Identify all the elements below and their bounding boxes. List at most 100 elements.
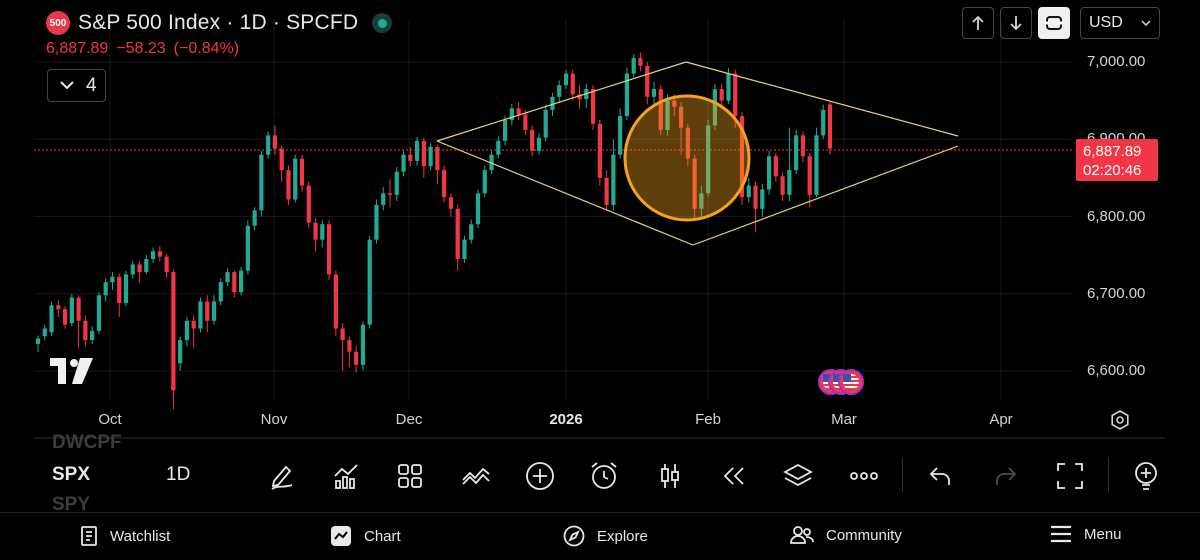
y-tick-label: 6,600.00: [1087, 362, 1146, 379]
indicators-count: 4: [86, 74, 97, 96]
candle: [96, 292, 102, 334]
candle: [536, 133, 542, 155]
candle: [184, 316, 190, 347]
candle-body: [245, 225, 250, 271]
arrow-up-icon: [972, 15, 984, 30]
nav-community[interactable]: Community: [790, 525, 902, 545]
symbol-logo[interactable]: 500: [46, 11, 70, 35]
candle: [794, 129, 799, 175]
candle-body: [313, 222, 318, 240]
candle-body: [381, 193, 386, 205]
candle-body: [56, 305, 61, 310]
bottom-navigation: Watchlist Chart Explore Community Menu: [0, 512, 1200, 560]
candle: [455, 204, 460, 271]
candle-body: [719, 89, 724, 101]
rewind-icon: [723, 467, 744, 485]
candle: [597, 119, 602, 186]
candle-body: [414, 140, 420, 161]
candle: [692, 154, 697, 221]
compare-button[interactable]: [458, 458, 494, 494]
candle: [746, 177, 751, 203]
candle: [509, 103, 514, 126]
candle-body: [794, 135, 799, 171]
object-tree-button[interactable]: [780, 458, 816, 494]
candle-body: [489, 154, 494, 171]
indicators-toggle-button[interactable]: 4: [47, 69, 106, 102]
symbol-next[interactable]: SPY: [52, 494, 91, 510]
candle: [638, 52, 643, 72]
candle-body: [733, 73, 738, 117]
nav-explore[interactable]: Explore: [563, 525, 648, 547]
add-button[interactable]: [522, 458, 558, 494]
indicators-button[interactable]: [328, 458, 364, 494]
candle-body: [557, 85, 562, 97]
candle: [570, 69, 575, 101]
candle-body: [198, 301, 203, 329]
candle: [611, 139, 616, 211]
interval-button[interactable]: 1D: [166, 464, 191, 485]
symbol-title[interactable]: S&P 500 Index · 1D · SPCFD: [78, 11, 359, 34]
candle: [800, 131, 806, 163]
candle: [428, 143, 433, 171]
candle-body: [624, 73, 630, 117]
economic-events-markers[interactable]: [818, 369, 878, 395]
candle: [191, 315, 196, 348]
chart-nav-icon: [331, 526, 351, 546]
candle-body: [130, 264, 135, 275]
currency-select[interactable]: USD: [1080, 7, 1160, 39]
candle: [374, 199, 379, 244]
nav-menu[interactable]: Menu: [1050, 525, 1122, 543]
candle: [807, 153, 812, 208]
candle-body: [238, 270, 244, 293]
bar-countdown: 02:20:46: [1083, 162, 1142, 179]
fullscreen-toggle-button[interactable]: [1038, 7, 1070, 39]
candles-icon: [661, 464, 679, 488]
undo-button[interactable]: [922, 458, 958, 494]
candle-body: [164, 256, 169, 273]
candle: [706, 119, 711, 197]
candle-body: [523, 114, 528, 130]
candle: [360, 321, 366, 371]
candle-body: [577, 94, 582, 100]
candle-body: [299, 158, 305, 186]
more-button[interactable]: [846, 458, 882, 494]
undo-icon: [929, 467, 950, 485]
layouts-button[interactable]: [392, 458, 428, 494]
candle: [766, 150, 772, 195]
highlight-circle-drawing[interactable]: [623, 94, 751, 222]
nav-chart[interactable]: Chart: [330, 525, 401, 547]
us-flag-icon[interactable]: [838, 369, 864, 395]
symbol-current[interactable]: SPX: [52, 464, 91, 485]
candle: [604, 170, 609, 211]
chart-type-button[interactable]: [652, 458, 688, 494]
redo-button[interactable]: [988, 458, 1024, 494]
nav-watchlist-label: Watchlist: [110, 527, 171, 545]
fullscreen-button[interactable]: [1052, 458, 1088, 494]
candle-body: [49, 305, 54, 333]
candle-body: [746, 185, 751, 198]
nav-watchlist[interactable]: Watchlist: [80, 525, 170, 547]
symbol-picker[interactable]: DWCPF SPX SPY: [52, 430, 152, 510]
candle-body: [157, 251, 162, 257]
candle-body: [205, 301, 210, 321]
scroll-down-button[interactable]: [1000, 7, 1032, 39]
candle: [103, 278, 108, 302]
nav-menu-label: Menu: [1084, 525, 1122, 543]
symbol-prev[interactable]: DWCPF: [52, 432, 122, 453]
diamond-pattern-drawing[interactable]: [436, 61, 959, 246]
scroll-up-button[interactable]: [962, 7, 994, 39]
chart-settings-icon[interactable]: [1109, 409, 1131, 436]
candle: [827, 102, 833, 155]
candle-body: [123, 274, 129, 304]
market-status-icon[interactable]: [372, 13, 393, 33]
draw-tool-button[interactable]: [264, 458, 300, 494]
replay-button[interactable]: [716, 458, 752, 494]
candles-layer: [35, 52, 833, 410]
ideas-button[interactable]: [1128, 458, 1164, 494]
candle: [171, 269, 176, 410]
candle-body: [604, 177, 609, 205]
candle-body: [401, 154, 406, 172]
candle: [618, 108, 623, 159]
price-chart[interactable]: [0, 0, 1200, 440]
alerts-button[interactable]: [586, 458, 622, 494]
